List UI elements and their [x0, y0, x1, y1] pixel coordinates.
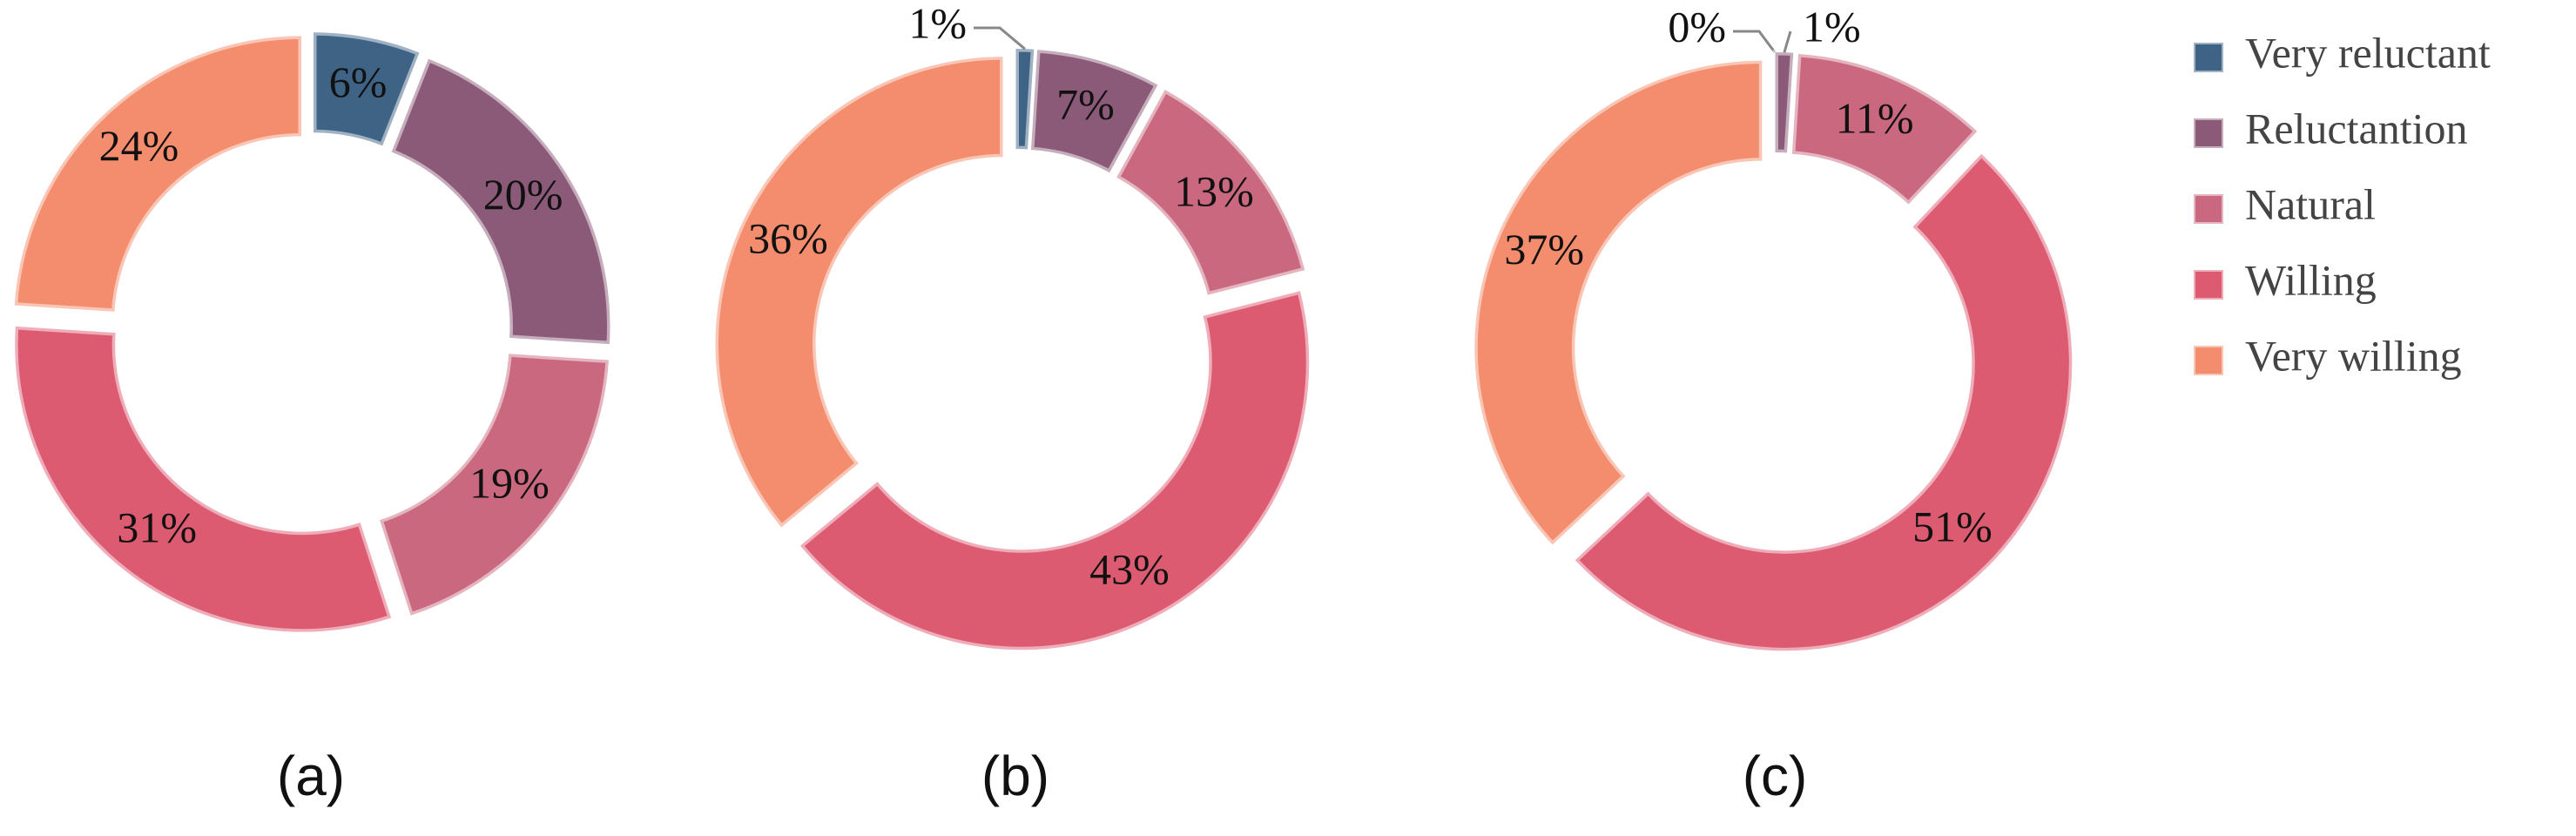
donut-slice: [376, 350, 612, 619]
legend-label: Very willing: [2245, 331, 2462, 380]
donut-slice: [1772, 49, 1797, 156]
legend-swatch: [2192, 192, 2225, 226]
subplot-label: (a): [277, 745, 345, 807]
donut-slice: [1572, 151, 2075, 654]
value-label: 36%: [748, 214, 828, 263]
legend-label: Reluctantion: [2245, 104, 2468, 152]
donut-slice: [1471, 57, 1765, 549]
legend-label: Very reluctant: [2245, 28, 2491, 77]
donut-slice: [1789, 51, 1980, 208]
value-label: 37%: [1504, 225, 1584, 273]
value-label: 43%: [1089, 545, 1170, 594]
donut-slice: [310, 29, 422, 149]
leader-line: [1783, 30, 1792, 53]
legend-swatch: [2192, 41, 2225, 74]
value-label: 0%: [1668, 2, 1726, 51]
legend-swatch: [2192, 344, 2225, 377]
value-label: 7%: [1056, 79, 1115, 128]
value-label: 20%: [483, 170, 563, 219]
legend-label: Natural: [2245, 179, 2376, 228]
value-label: 24%: [99, 121, 179, 170]
donut-slice: [1013, 45, 1037, 152]
donut-slice: [11, 32, 305, 315]
legend-label: Willing: [2245, 255, 2377, 304]
subplot-label: (c): [1743, 745, 1808, 807]
legend-swatch: [2192, 117, 2225, 150]
value-label: 1%: [1803, 2, 1861, 51]
value-label: 11%: [1836, 94, 1914, 143]
leader-line: [1733, 30, 1777, 53]
donut-slice: [1113, 86, 1308, 299]
value-label: 51%: [1912, 502, 1993, 550]
subplot-label: (b): [981, 745, 1049, 807]
value-label: 19%: [469, 458, 550, 507]
donut-slice: [388, 56, 613, 347]
donut-slice: [11, 323, 394, 636]
donut-slice: [712, 53, 1007, 531]
donut-slice: [1028, 46, 1161, 176]
value-label: 31%: [117, 502, 197, 551]
value-label: 13%: [1174, 167, 1254, 216]
value-label: 6%: [329, 57, 388, 106]
legend-swatch: [2192, 268, 2225, 301]
donut-slice: [797, 287, 1312, 653]
leader-line: [974, 26, 1026, 51]
value-label: 1%: [908, 0, 967, 47]
